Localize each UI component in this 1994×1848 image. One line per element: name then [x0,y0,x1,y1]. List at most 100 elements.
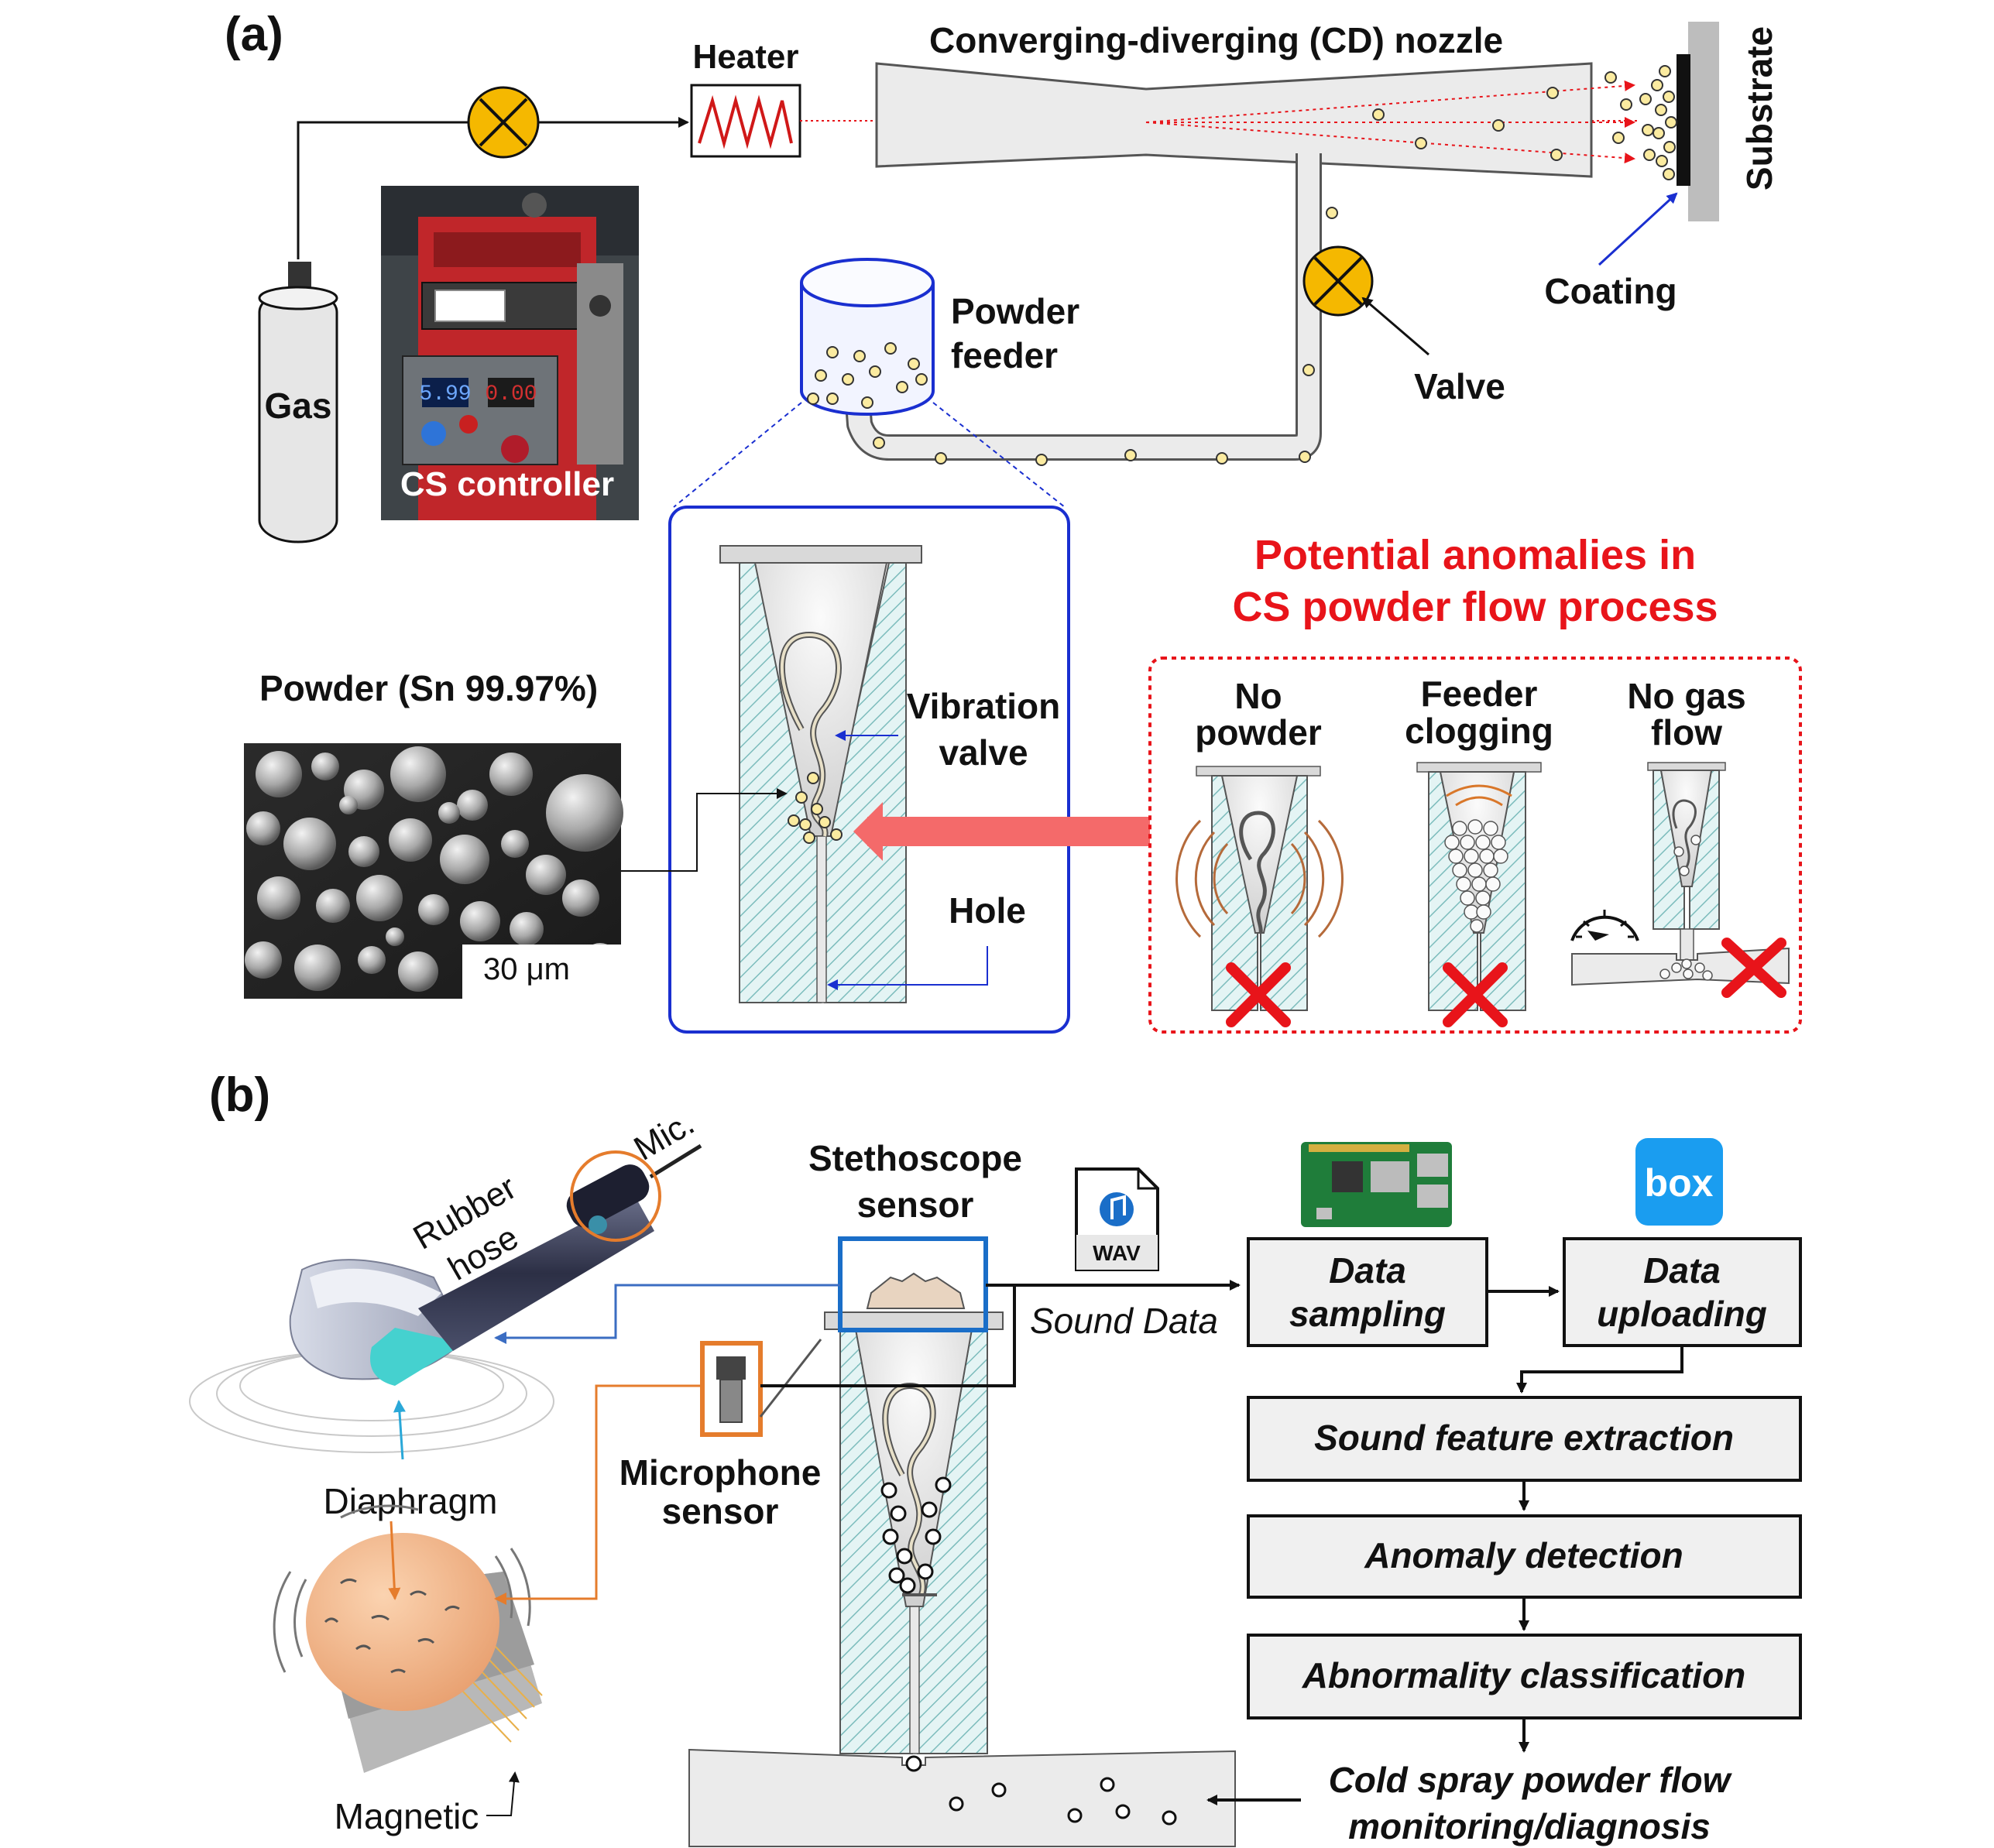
magnetic-label: Magnetic [335,1796,479,1836]
anomaly-2-label-2: clogging [1405,711,1553,751]
valve-label: Valve [1414,366,1505,406]
cs-controller-label: CS controller [400,465,614,503]
powder-feeder [800,258,935,416]
stethoscope-to-illustration-line [494,1284,840,1344]
anomalies-title-1: Potential anomalies in [1254,532,1696,578]
mic-to-illustration-line [494,1384,702,1605]
wav-file-icon [1075,1167,1159,1271]
zoom-line-left [673,402,802,508]
diaphragm-pointer [393,1400,406,1460]
panel-b-label: (b) [209,1068,270,1122]
controller-display-right: 0.00 [485,382,537,406]
microphone-sensor-frame [700,1341,763,1437]
feeder-cross-section [719,545,922,1003]
coating-particles [1639,65,1677,180]
pipe-b-particles [905,1755,1177,1826]
heater-box [690,84,801,158]
hole-label: Hole [949,890,1026,931]
substrate-label: Substrate [1739,26,1779,190]
hole-pointer [827,946,988,990]
substrate [1688,22,1719,221]
data-sampling-label-2: sampling [1289,1294,1446,1334]
abnormality-classification-box [1247,1634,1802,1719]
powder-feeder-label-1: Powder [951,291,1079,331]
box-logo-text: box [1645,1161,1714,1205]
anomaly-arrow-head [853,802,883,861]
microphone-capsule-illustration [273,1504,543,1773]
pressure-gauge-icon [1570,910,1639,941]
anomaly-feeder-clogging [1416,762,1542,1027]
anomaly-3-label-2: flow [1651,712,1722,753]
monitoring-label-2: monitoring/diagnosis [1348,1806,1711,1846]
data-uploading-box [1563,1237,1802,1347]
stethoscope-illustration [189,1143,702,1453]
diaphragm-to-mic-pointer [388,1521,401,1600]
anomaly-3-label-1: No gas [1627,676,1745,716]
powder-title: Powder (Sn 99.97%) [259,668,598,708]
upload-to-feature-arrow [1516,1346,1683,1394]
zoom-line-right [932,402,1066,508]
sem-powder-image [244,743,623,999]
nozzle-particles [1372,71,1632,161]
heater-label: Heater [693,38,799,76]
pipe-particles [873,207,1338,466]
stethoscope-sensor-label-2: sensor [857,1185,974,1225]
anomaly-detection-label: Anomaly detection [1364,1535,1683,1575]
data-sampling-label-1: Data [1329,1250,1406,1291]
vibration-valve-label-2: valve [939,732,1028,773]
feature-extraction-box [1247,1396,1802,1482]
gas-cylinder [258,262,338,543]
anomaly-no-gas-flow [1570,762,1790,998]
raspberry-pi-icon [1301,1142,1452,1227]
diaphragm-label: Diaphragm [324,1481,498,1521]
mic-highlight [570,1150,661,1242]
controller-display-left: 5.99 [419,382,471,406]
anomaly-1-label-2: powder [1195,712,1322,753]
powder-pointer [621,788,788,872]
feed-pipe [847,153,1320,458]
anomaly-detection-box [1247,1514,1802,1599]
magnetic-pointer [486,1771,520,1816]
coating-layer [1677,54,1690,186]
microphone-sensor-label-1: Microphone [619,1452,822,1493]
cs-controller-photo: 5.99 0.00 [381,186,639,520]
valve-pointer [1361,297,1429,356]
gas-line [297,121,472,259]
cd-nozzle [875,62,1593,178]
anomalies-title-2: CS powder flow process [1232,584,1718,630]
feature-extraction-label: Sound feature extraction [1314,1418,1734,1458]
mic-mount [759,1339,822,1418]
mic-data-line [760,1285,1016,1387]
data-uploading-label-1: Data [1643,1250,1721,1291]
particle-trajectory [1145,122,1635,164]
monitoring-label-1: Cold spray powder flow [1329,1760,1733,1800]
data-uploading-label-2: uploading [1597,1294,1767,1334]
microphone-sensor-label-2: sensor [662,1491,779,1531]
coating-label: Coating [1544,271,1677,311]
anomaly-arrow-shaft [867,817,1152,846]
coating-pointer [1598,192,1678,266]
stethoscope-sensor-icon [866,1272,966,1309]
stethoscope-sensor-label-1: Stethoscope [808,1138,1022,1178]
wav-label: WAV [1093,1241,1141,1265]
scale-bar-label: 30 μm [483,952,570,986]
anomaly-1-label-1: No [1234,676,1282,716]
gas-pipe-b [688,1748,1236,1847]
gas-valve-icon [467,86,540,159]
feed-valve-icon [1302,245,1374,317]
vibration-valve-label-1: Vibration [907,686,1061,726]
box-logo-icon [1635,1138,1723,1226]
heater-coil-icon [698,94,793,149]
particle-trajectory [1145,80,1635,123]
anomaly-no-powder [1175,766,1344,1027]
abnormality-classification-label: Abnormality classification [1302,1655,1746,1695]
panel-a-label: (a) [225,8,283,61]
powder-feeder-label-2: feeder [951,335,1058,375]
feeder-cross-section-b [824,1311,1004,1754]
microphone-sensor-icon [716,1356,746,1423]
gas-label: Gas [265,386,332,426]
nozzle-label: Converging-diverging (CD) nozzle [929,20,1503,60]
anomaly-2-label-1: Feeder [1421,674,1538,714]
sound-data-label: Sound Data [1030,1301,1218,1341]
